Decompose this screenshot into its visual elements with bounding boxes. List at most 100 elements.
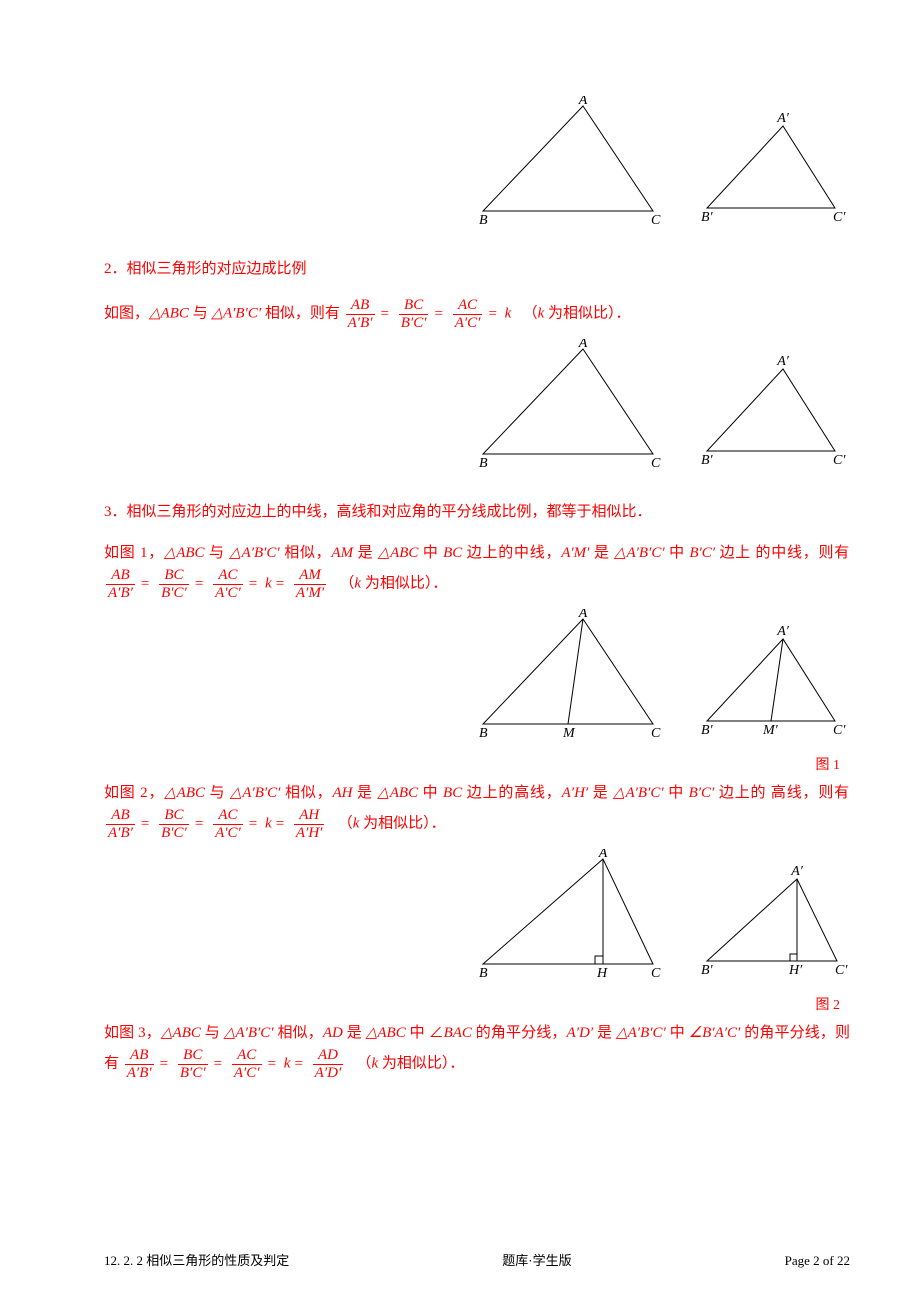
svg-text:C: C	[651, 966, 661, 979]
triangle-small-0: A′ B′ C′	[695, 96, 850, 226]
frac-s3b-1: ABA′B′	[106, 807, 135, 841]
p1-c: AM	[331, 545, 353, 561]
page-footer: 12. 2. 2 相似三角形的性质及判定 题库·学生版 Page 2 of 22	[0, 1249, 920, 1272]
p1-m3: 是	[353, 545, 378, 561]
p2-m3: 是	[352, 785, 377, 801]
p2-l2: 高线，则有	[771, 785, 850, 801]
caption-2: 图 2	[104, 993, 850, 1018]
svg-text:B′: B′	[701, 723, 714, 738]
p2-m2: 相似，	[280, 785, 332, 801]
frac-s3-2: BCB′C′	[159, 567, 189, 601]
section-2-para: 如图，△ABC 与 △A′B′C′ 相似，则有 ABA′B′= BCB′C′= …	[104, 297, 850, 331]
p2-b: △A′B′C′	[230, 785, 281, 801]
p3-t: （	[356, 1056, 371, 1072]
svg-text:H′: H′	[788, 963, 803, 978]
p2-pre: 如图 2，	[104, 785, 164, 801]
frac-s3c-2: BCB′C′	[178, 1047, 208, 1081]
p1-l2: 的中线，则有	[756, 545, 850, 561]
triangle-big-3: A B M C	[473, 609, 673, 739]
p3-c: AD	[323, 1025, 343, 1041]
sec2-tail2: 为相似比）．	[544, 305, 630, 321]
frac-s3c-3: ACA′C′	[232, 1047, 262, 1081]
svg-text:C′: C′	[833, 453, 846, 468]
svg-text:A′: A′	[776, 624, 790, 639]
triangle-big-2: A B C	[473, 339, 673, 469]
triangle-big-0: A B C	[473, 96, 673, 226]
p1-k: k	[265, 575, 272, 591]
svg-text:M′: M′	[762, 723, 779, 738]
frac-s3b-4: AHA′H′	[294, 807, 325, 841]
svg-text:B′: B′	[701, 453, 714, 468]
sec3-p1: 如图 1，△ABC 与 △A′B′C′ 相似，AM 是 △ABC 中 BC 边上…	[104, 540, 850, 601]
triangle-small-3: A′ B′ M′ C′	[695, 609, 850, 739]
section-2-title: 2．相似三角形的对应边成比例	[104, 256, 850, 283]
frac-s3-4: AMA′M′	[294, 567, 326, 601]
p2-m8: 边上的	[714, 785, 766, 801]
sec2-mid2: 相似，则有	[261, 305, 344, 321]
svg-text:C′: C′	[833, 210, 846, 225]
sec2-t1: △ABC	[149, 305, 189, 321]
svg-text:A: A	[578, 339, 588, 351]
svg-text:M: M	[562, 726, 576, 739]
p2-m5: 边上的高线，	[462, 785, 561, 801]
sec3-p2: 如图 2，△ABC 与 △A′B′C′ 相似，AH 是 △ABC 中 BC 边上…	[104, 780, 850, 841]
footer-left: 12. 2. 2 相似三角形的性质及判定	[104, 1249, 289, 1272]
p2-m7: 中	[664, 785, 689, 801]
p2-f: A′H′	[562, 785, 589, 801]
triangle-small-4: A′ B′ H′ C′	[695, 849, 850, 979]
p1-t2: 为相似比）．	[361, 575, 447, 591]
sec2-k: k	[505, 305, 512, 321]
frac-3: ACA′C′	[453, 297, 483, 331]
svg-text:B′: B′	[701, 963, 714, 978]
triangle-small-2: A′ B′ C′	[695, 339, 850, 469]
p3-m2: 相似，	[274, 1025, 323, 1041]
p1-m4: 中	[418, 545, 443, 561]
frac-s3-3: ACA′C′	[213, 567, 243, 601]
p2-k: k	[265, 816, 272, 832]
page-content: A B C A′ B′ C′ 2．相似三角形的对应边成比例 如图，△ABC 与 …	[0, 0, 920, 1149]
p1-t: （	[339, 575, 354, 591]
p3-m3: 是	[343, 1025, 366, 1041]
svg-text:B′: B′	[701, 210, 714, 225]
p1-m5: 边上的中线，	[462, 545, 561, 561]
p2-g: △A′B′C′	[613, 785, 664, 801]
p2-a: △ABC	[164, 785, 205, 801]
svg-text:B: B	[479, 966, 488, 979]
frac-1: ABA′B′	[346, 297, 375, 331]
figure-2: A B C A′ B′ C′	[104, 339, 850, 479]
p1-g: △A′B′C′	[614, 545, 664, 561]
frac-s3b-3: ACA′C′	[213, 807, 243, 841]
p3-d: △ABC	[366, 1025, 406, 1041]
p2-e: BC	[443, 785, 462, 801]
svg-text:B: B	[479, 456, 488, 469]
sec2-t2: △A′B′C′	[211, 305, 261, 321]
p1-e: BC	[443, 545, 462, 561]
p1-m7: 中	[665, 545, 690, 561]
p3-a: △ABC	[161, 1025, 201, 1041]
figure-3: A B M C A′ B′ M′ C′	[104, 609, 850, 749]
p2-h: B′C′	[689, 785, 715, 801]
p2-m1: 与	[205, 785, 230, 801]
p3-m4: 中 ∠	[406, 1025, 444, 1041]
p1-d: △ABC	[378, 545, 419, 561]
p3-m5: 的角平分线，	[472, 1025, 567, 1041]
p1-pre: 如图 1，	[104, 545, 164, 561]
p1-m1: 与	[205, 545, 230, 561]
svg-text:A′: A′	[776, 354, 790, 369]
caption-1: 图 1	[104, 753, 850, 778]
sec2-tail: （	[523, 305, 538, 321]
frac-s3-1: ABA′B′	[106, 567, 135, 601]
svg-text:A: A	[578, 609, 588, 621]
section-3-title: 3．相似三角形的对应边上的中线，高线和对应角的平分线成比例，都等于相似比．	[104, 499, 850, 526]
svg-text:B: B	[479, 726, 488, 739]
svg-text:A′: A′	[776, 111, 790, 126]
p3-g: △A′B′C′	[616, 1025, 666, 1041]
p2-d: △ABC	[377, 785, 418, 801]
p1-f: A′M′	[561, 545, 589, 561]
p3-m1: 与	[201, 1025, 224, 1041]
svg-text:C′: C′	[835, 963, 848, 978]
figure-4: A B H C A′ B′ H′ C′	[104, 849, 850, 989]
svg-text:A: A	[598, 849, 608, 861]
p2-t: （	[338, 816, 353, 832]
svg-text:C: C	[651, 726, 661, 739]
